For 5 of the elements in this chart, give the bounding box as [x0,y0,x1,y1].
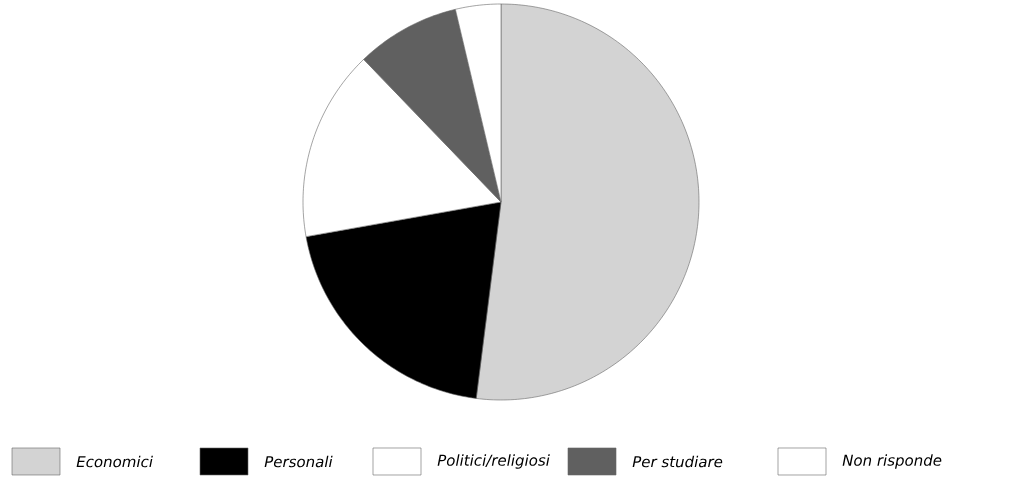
legend-label: Politici/religiosi [437,454,550,469]
legend-label: Personali [264,455,333,468]
legend-label: Non risponde [842,454,942,469]
legend-label: Per studiare [632,455,723,468]
legend-label: Economici [76,455,153,468]
